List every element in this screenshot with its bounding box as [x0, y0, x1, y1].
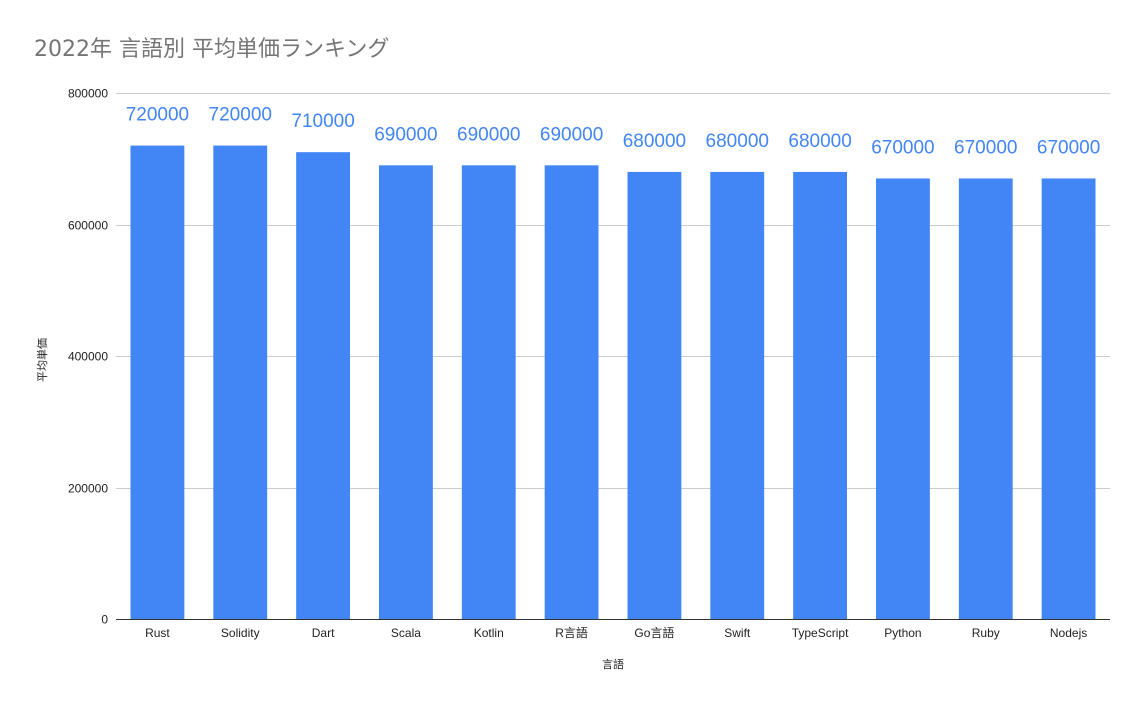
data-label: 680000 — [706, 131, 769, 152]
bar-7 — [710, 171, 765, 619]
x-tick-label: Ruby — [972, 626, 1000, 640]
data-label: 670000 — [1037, 137, 1100, 158]
x-tick-label: R言語 — [555, 625, 588, 640]
x-tick-label: Swift — [724, 626, 751, 640]
bar-0 — [130, 145, 185, 619]
bar-5 — [544, 165, 599, 619]
x-axis-ticks: Rust Solidity Dart Scala Kotlin R言語 Go言語 Swift T… — [145, 625, 1087, 640]
gridlines — [116, 93, 1110, 489]
x-tick-label: Nodejs — [1050, 626, 1087, 640]
x-tick-label: Scala — [391, 626, 421, 640]
data-label: 690000 — [457, 124, 520, 145]
data-label: 680000 — [623, 131, 686, 152]
data-labels: 720000 720000 710000 690000 690000 690000 6800… — [126, 105, 1101, 159]
x-tick-label: TypeScript — [792, 626, 849, 640]
y-tick-label: 0 — [101, 613, 108, 627]
x-tick-label: Python — [884, 626, 921, 640]
data-label: 720000 — [209, 105, 272, 126]
bar-8 — [793, 171, 847, 619]
bars — [130, 145, 1096, 619]
x-tick-label: Kotlin — [474, 626, 504, 640]
bar-9 — [876, 178, 930, 619]
bar-1 — [213, 145, 268, 619]
data-label: 710000 — [291, 111, 354, 132]
data-label: 720000 — [126, 105, 189, 126]
y-axis-title: 平均単価 — [35, 338, 49, 382]
y-tick-label: 800000 — [68, 87, 108, 101]
x-tick-label: Rust — [145, 626, 170, 640]
data-label: 670000 — [871, 137, 934, 158]
y-tick-label: 400000 — [68, 350, 108, 364]
bar-2 — [296, 152, 350, 619]
bar-4 — [461, 165, 516, 619]
y-axis-ticks: 0 200000 400000 600000 800000 — [68, 87, 108, 627]
bar-10 — [958, 178, 1013, 619]
data-label: 680000 — [788, 131, 851, 152]
y-tick-label: 200000 — [68, 482, 108, 496]
chart-title: 2022年 言語別 平均単価ランキング — [34, 37, 389, 62]
data-label: 690000 — [540, 124, 603, 145]
y-tick-label: 600000 — [68, 219, 108, 233]
data-label: 670000 — [954, 137, 1017, 158]
bar-11 — [1041, 178, 1096, 619]
bar-6 — [627, 171, 682, 619]
bar-3 — [379, 165, 433, 619]
x-axis-title: 言語 — [602, 657, 624, 671]
data-label: 690000 — [374, 124, 437, 145]
x-tick-label: Dart — [312, 626, 335, 640]
x-tick-label: Solidity — [221, 626, 260, 640]
x-tick-label: Go言語 — [634, 625, 674, 640]
